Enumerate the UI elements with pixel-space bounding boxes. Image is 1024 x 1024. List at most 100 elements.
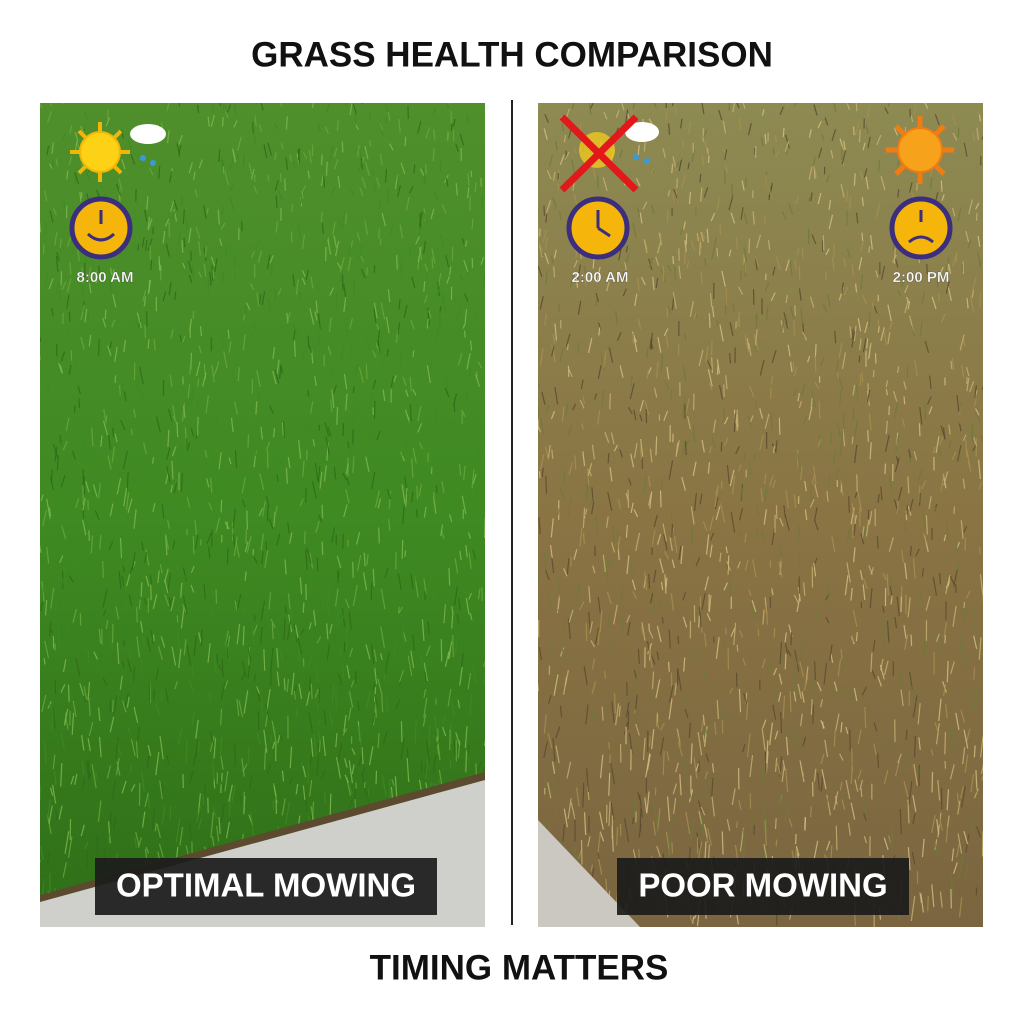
grass-blade [347, 245, 351, 256]
grass-blade [55, 810, 58, 821]
grass-blade [302, 602, 305, 613]
grass-blade [842, 429, 846, 447]
grass-blade [436, 281, 440, 297]
grass-blade [803, 676, 809, 691]
grass-blade [814, 507, 818, 521]
grass-blade [631, 579, 636, 591]
grass-blade [264, 714, 269, 727]
grass-blade [46, 800, 51, 820]
grass-blade [573, 193, 578, 205]
grass-blade [326, 644, 330, 661]
grass-blade [174, 681, 178, 690]
grass-blade [302, 460, 305, 478]
grass-blade [123, 487, 128, 507]
grass-blade [440, 524, 444, 537]
grass-blade [770, 292, 776, 302]
grass-blade [222, 272, 225, 283]
grass-blade [247, 433, 250, 448]
grass-blade [784, 653, 787, 670]
grass-blade [918, 590, 923, 602]
grass-blade [949, 575, 955, 585]
grass-blade [71, 712, 75, 735]
grass-blade [457, 699, 461, 709]
grass-blade [736, 103, 740, 109]
grass-blade [703, 670, 706, 681]
grass-blade [344, 598, 350, 609]
grass-blade [44, 273, 48, 286]
grass-blade [932, 576, 938, 596]
grass-blade [972, 276, 977, 291]
grass-blade [482, 273, 485, 287]
grass-blade [882, 735, 885, 745]
grass-blade [108, 434, 112, 450]
grass-blade [720, 442, 723, 452]
grass-blade [80, 125, 85, 133]
grass-blade [361, 771, 367, 796]
grass-blade [706, 360, 713, 370]
grass-blade [234, 600, 238, 611]
grass-blade [788, 203, 794, 215]
grass-blade [971, 289, 974, 298]
grass-blade [733, 413, 737, 432]
grass-blade [910, 634, 913, 646]
grass-blade [177, 231, 181, 246]
grass-blade [410, 650, 415, 669]
grass-blade [133, 509, 137, 529]
grass-blade [929, 177, 933, 190]
grass-blade [796, 598, 801, 612]
grass-blade [285, 467, 288, 484]
grass-blade [413, 531, 419, 552]
grass-blade [675, 714, 680, 723]
grass-blade [327, 427, 332, 437]
grass-blade [55, 158, 59, 167]
grass-blade [671, 103, 674, 107]
grass-blade [841, 799, 846, 810]
grass-blade [190, 427, 195, 437]
grass-blade [160, 636, 166, 648]
grass-blade [586, 768, 590, 792]
grass-blade [715, 506, 721, 520]
grass-blade [720, 503, 726, 523]
grass-blade [753, 452, 756, 461]
grass-blade [820, 719, 825, 729]
grass-blade [198, 555, 204, 572]
grass-blade [120, 420, 126, 431]
grass-blade [234, 255, 236, 268]
grass-blade [474, 182, 477, 192]
grass-blade [840, 183, 845, 198]
grass-blade [549, 643, 552, 653]
grass-blade [814, 483, 819, 498]
grass-blade [210, 608, 216, 616]
grass-blade [356, 555, 362, 571]
grass-blade [650, 338, 653, 350]
grass-blade [118, 178, 123, 192]
grass-blade [417, 246, 422, 263]
grass-blade [272, 370, 277, 385]
grass-blade [432, 581, 435, 602]
grass-blade [127, 139, 133, 149]
grass-blade [544, 237, 549, 249]
grass-blade [771, 588, 774, 596]
grass-blade [683, 221, 687, 230]
grass-blade [191, 264, 195, 278]
grass-blade [945, 576, 951, 595]
grass-blade [942, 681, 947, 693]
grass-blade [119, 675, 123, 690]
grass-blade [964, 754, 969, 773]
grass-blade [40, 103, 43, 109]
grass-blade [845, 190, 849, 203]
grass-blade [228, 457, 232, 465]
grass-blade [610, 432, 615, 445]
grass-blade [301, 277, 306, 286]
grass-blade [566, 557, 570, 577]
grass-blade [846, 562, 851, 583]
grass-blade [957, 561, 960, 571]
grass-blade [82, 435, 85, 454]
grass-blade [40, 542, 45, 551]
grass-blade [656, 845, 661, 858]
grass-blade [978, 637, 982, 660]
grass-blade [539, 296, 544, 310]
grass-blade [406, 757, 410, 782]
grass-blade [605, 516, 609, 528]
grass-blade [807, 195, 812, 203]
